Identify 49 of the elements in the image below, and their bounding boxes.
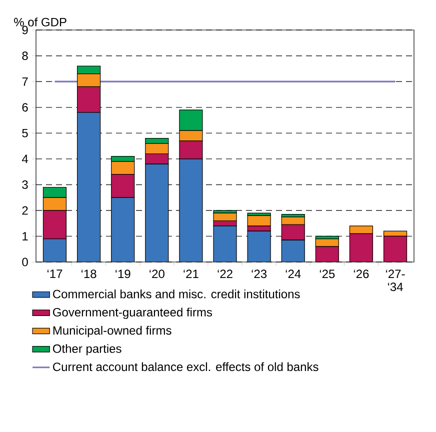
y-tick-label: 8 xyxy=(22,52,28,60)
bar xyxy=(77,112,100,262)
x-tick-label: ‘21 xyxy=(184,270,198,278)
bar xyxy=(383,236,408,262)
y-tick-label: 1 xyxy=(22,232,28,240)
y-axis-title: % of GDP xyxy=(14,18,66,26)
y-tick-label: 5 xyxy=(22,128,28,138)
bar xyxy=(247,215,271,226)
x-tick-label: ‘23 xyxy=(252,270,267,278)
legend-label: Current account balance excl. effects of old banks xyxy=(53,362,318,372)
bar xyxy=(315,246,339,262)
bar xyxy=(214,226,236,262)
bar xyxy=(248,231,271,262)
bar xyxy=(281,216,305,225)
bar xyxy=(111,174,135,198)
x-tick-label: ‘27-‘34 xyxy=(386,270,405,292)
bar xyxy=(213,212,237,222)
bar xyxy=(179,158,202,262)
x-tick-label: ‘22 xyxy=(218,270,232,278)
y-tick-label: 2 xyxy=(22,206,28,215)
bar xyxy=(42,210,67,240)
bar xyxy=(179,140,203,160)
bar xyxy=(281,224,305,240)
bar xyxy=(315,238,339,247)
x-tick-label: ‘25 xyxy=(320,270,335,278)
legend-label: Municipal-owned firms xyxy=(53,326,172,338)
legend-label: Government-guaranteed firms xyxy=(53,308,212,319)
bar xyxy=(349,226,374,234)
x-tick-label: ‘18 xyxy=(82,270,96,278)
y-tick-label: 6 xyxy=(22,103,28,112)
bar xyxy=(76,86,101,113)
bar xyxy=(281,240,305,262)
legend-label: Commercial banks and misc. credit institutions xyxy=(53,290,300,298)
y-tick-label: 4 xyxy=(22,154,28,164)
bar xyxy=(145,153,169,164)
x-tick-label: ‘19 xyxy=(116,270,130,278)
bar xyxy=(43,238,66,262)
x-tick-label: ‘26 xyxy=(354,270,369,278)
x-tick-label: ‘17 xyxy=(47,270,62,278)
bar xyxy=(145,164,168,262)
legend-label: Other parties xyxy=(52,344,122,356)
bar xyxy=(111,198,134,262)
bar xyxy=(349,233,374,262)
y-tick-label: 0 xyxy=(22,258,28,266)
x-tick-label: ‘24 xyxy=(286,270,301,278)
y-tick-label: 7 xyxy=(22,77,28,86)
x-tick-label: ‘20 xyxy=(150,270,164,278)
y-tick-label: 3 xyxy=(22,180,28,189)
y-tick-label: 9 xyxy=(22,26,28,34)
